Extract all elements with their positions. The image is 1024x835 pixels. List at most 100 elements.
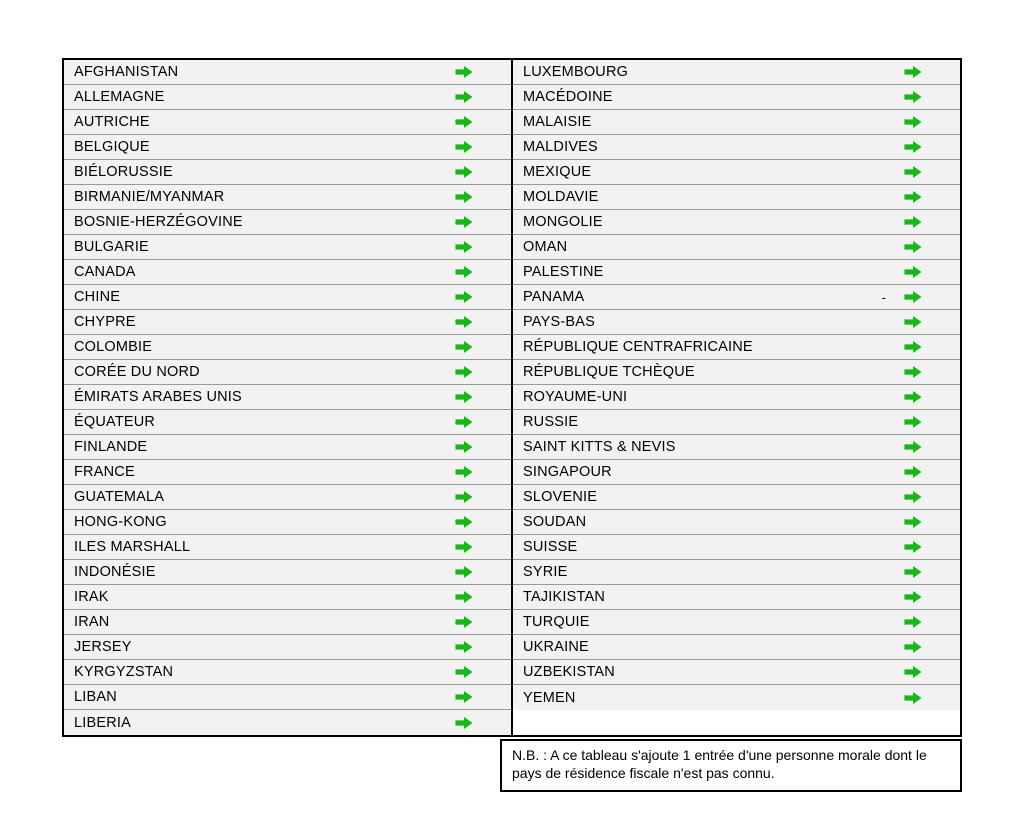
arrow-right-icon [455, 515, 473, 529]
arrow-right-icon [904, 691, 922, 705]
arrow-right-icon [455, 240, 473, 254]
country-label: IRAK [74, 589, 455, 605]
arrow-right-icon [904, 490, 922, 504]
arrow-right-icon [904, 615, 922, 629]
arrow-right-icon [904, 365, 922, 379]
row-note: - [882, 290, 904, 305]
arrow-right-icon [455, 540, 473, 554]
table-row: HONG-KONG [64, 510, 511, 535]
country-label: TAJIKISTAN [523, 589, 904, 605]
country-label: ÉQUATEUR [74, 414, 455, 430]
arrow-right-icon [904, 265, 922, 279]
arrow-right-icon [455, 365, 473, 379]
arrow-right-icon [455, 640, 473, 654]
country-label: INDONÉSIE [74, 564, 455, 580]
country-label: BIRMANIE/MYANMAR [74, 189, 455, 205]
table-row: CHINE [64, 285, 511, 310]
arrow-right-icon [455, 65, 473, 79]
arrow-right-icon [455, 90, 473, 104]
country-label: ROYAUME-UNI [523, 389, 904, 405]
table-row: SYRIE [513, 560, 960, 585]
table-row: MONGOLIE [513, 210, 960, 235]
table-row: IRAN [64, 610, 511, 635]
country-label: MACÉDOINE [523, 89, 904, 105]
country-label: TURQUIE [523, 614, 904, 630]
arrow-right-icon [904, 65, 922, 79]
table-row: COLOMBIE [64, 335, 511, 360]
table-row: UKRAINE [513, 635, 960, 660]
arrow-right-icon [455, 590, 473, 604]
country-label: BULGARIE [74, 239, 455, 255]
table-row: LIBAN [64, 685, 511, 710]
table-row: LIBERIA [64, 710, 511, 735]
table-row: PALESTINE [513, 260, 960, 285]
country-label: KYRGYZSTAN [74, 664, 455, 680]
table-row: RUSSIE [513, 410, 960, 435]
country-label: LUXEMBOURG [523, 64, 904, 80]
table-row: SAINT KITTS & NEVIS [513, 435, 960, 460]
country-label: JERSEY [74, 639, 455, 655]
arrow-right-icon [455, 490, 473, 504]
country-label: UZBEKISTAN [523, 664, 904, 680]
country-label: CORÉE DU NORD [74, 364, 455, 380]
country-label: PANAMA [523, 289, 882, 305]
table-row: BELGIQUE [64, 135, 511, 160]
table-row: UZBEKISTAN [513, 660, 960, 685]
arrow-right-icon [904, 665, 922, 679]
arrow-right-icon [455, 215, 473, 229]
arrow-right-icon [904, 190, 922, 204]
arrow-right-icon [455, 665, 473, 679]
arrow-right-icon [455, 340, 473, 354]
arrow-right-icon [455, 265, 473, 279]
country-table: AFGHANISTANALLEMAGNEAUTRICHEBELGIQUEBIÉL… [62, 58, 962, 737]
table-row: GUATEMALA [64, 485, 511, 510]
table-row: ÉQUATEUR [64, 410, 511, 435]
country-label: AFGHANISTAN [74, 64, 455, 80]
table-row: SOUDAN [513, 510, 960, 535]
country-label: RÉPUBLIQUE CENTRAFRICAINE [523, 339, 904, 355]
table-row: JERSEY [64, 635, 511, 660]
country-label: PALESTINE [523, 264, 904, 280]
country-label: BELGIQUE [74, 139, 455, 155]
footnote-spacer [62, 739, 500, 792]
country-label: CHINE [74, 289, 455, 305]
country-label: LIBERIA [74, 715, 455, 731]
arrow-right-icon [904, 415, 922, 429]
table-row: TAJIKISTAN [513, 585, 960, 610]
table-row: YEMEN [513, 685, 960, 710]
country-label: SINGAPOUR [523, 464, 904, 480]
table-row: BIÉLORUSSIE [64, 160, 511, 185]
country-label: BIÉLORUSSIE [74, 164, 455, 180]
table-row: LUXEMBOURG [513, 60, 960, 85]
country-label: MEXIQUE [523, 164, 904, 180]
arrow-right-icon [455, 465, 473, 479]
arrow-right-icon [904, 515, 922, 529]
country-label: BOSNIE-HERZÉGOVINE [74, 214, 455, 230]
arrow-right-icon [904, 440, 922, 454]
table-row: FRANCE [64, 460, 511, 485]
country-label: PAYS-BAS [523, 314, 904, 330]
footnote-text: N.B. : A ce tableau s'ajoute 1 entrée d'… [500, 739, 962, 792]
country-label: CANADA [74, 264, 455, 280]
table-row: OMAN [513, 235, 960, 260]
country-label: ÉMIRATS ARABES UNIS [74, 389, 455, 405]
country-label: OMAN [523, 239, 904, 255]
table-row: RÉPUBLIQUE CENTRAFRICAINE [513, 335, 960, 360]
arrow-right-icon [455, 565, 473, 579]
arrow-right-icon [904, 590, 922, 604]
table-row: FINLANDE [64, 435, 511, 460]
arrow-right-icon [904, 540, 922, 554]
table-row: RÉPUBLIQUE TCHÈQUE [513, 360, 960, 385]
country-label: GUATEMALA [74, 489, 455, 505]
right-column: LUXEMBOURGMACÉDOINEMALAISIEMALDIVESMEXIQ… [513, 60, 960, 735]
table-row: ILES MARSHALL [64, 535, 511, 560]
table-row: SINGAPOUR [513, 460, 960, 485]
table-row: TURQUIE [513, 610, 960, 635]
country-label: FRANCE [74, 464, 455, 480]
table-row: PAYS-BAS [513, 310, 960, 335]
table-row: AFGHANISTAN [64, 60, 511, 85]
country-label: RÉPUBLIQUE TCHÈQUE [523, 364, 904, 380]
arrow-right-icon [455, 415, 473, 429]
table-row: ALLEMAGNE [64, 85, 511, 110]
table-row: MACÉDOINE [513, 85, 960, 110]
